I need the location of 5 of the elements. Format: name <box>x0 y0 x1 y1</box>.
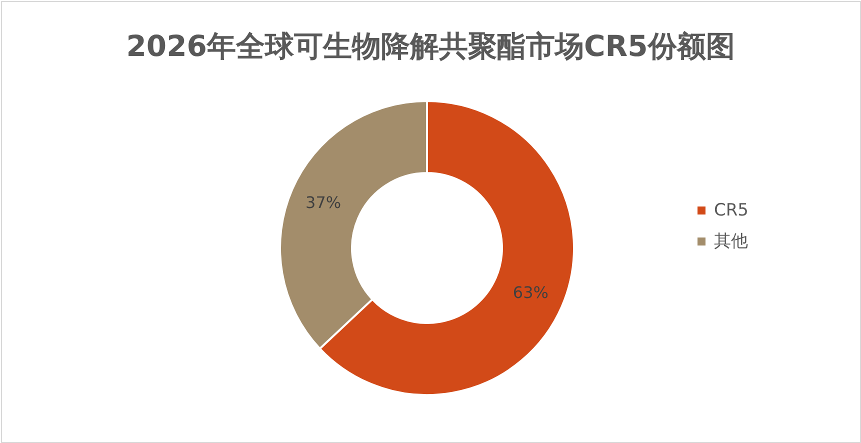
data-label: 37% <box>306 193 342 212</box>
legend-label: 其他 <box>714 232 748 252</box>
legend-label: CR5 <box>714 200 748 220</box>
data-label: 63% <box>512 282 548 302</box>
chart-title: 2026年全球可生物降解共聚酯市场CR5份额图 <box>126 29 735 63</box>
